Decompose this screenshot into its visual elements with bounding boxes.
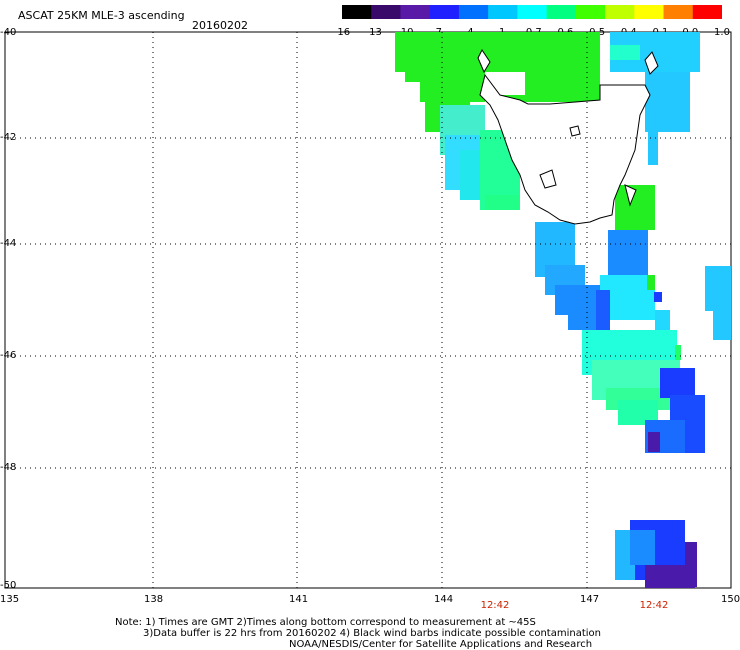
lat-label: -46 — [0, 350, 17, 361]
product-title: ASCAT 25KM MLE-3 ascending — [18, 9, 185, 22]
colorbar-swatch — [488, 5, 518, 19]
note-line-1: Note: 1) Times are GMT 2)Times along bot… — [115, 617, 536, 628]
graticule — [5, 32, 731, 588]
lon-label: 150 — [721, 594, 740, 605]
colorbar-swatch — [663, 5, 694, 19]
colorbar-swatch — [634, 5, 665, 19]
coastline — [477, 49, 659, 225]
colorbar-swatch — [458, 5, 489, 19]
lon-label: 135 — [0, 594, 20, 605]
lon-label: 141 — [289, 594, 309, 605]
lon-label: 147 — [580, 594, 600, 605]
product-date: 20160202 — [192, 19, 248, 32]
colorbar-swatch — [605, 5, 635, 19]
note-line-2: 3)Data buffer is 22 hrs from 20160202 4)… — [143, 628, 601, 639]
colorbar-swatch — [517, 5, 548, 19]
colorbar-swatch — [692, 5, 722, 19]
colorbar-swatch — [429, 5, 460, 19]
note-line-3: NOAA/NESDIS/Center for Satellite Applica… — [289, 639, 593, 650]
pass-time: 12:42 — [639, 600, 669, 611]
pass-time: 12:42 — [480, 600, 510, 611]
lat-label: -40 — [0, 27, 17, 38]
lat-label: -42 — [0, 132, 17, 143]
colorbar-swatch — [371, 5, 401, 19]
colorbar-swatch — [546, 5, 577, 19]
lat-label: -50 — [0, 580, 17, 591]
colorbar-swatch — [575, 5, 606, 19]
lat-label: -48 — [0, 462, 17, 473]
colorbar — [342, 5, 722, 19]
lon-label: 138 — [144, 594, 164, 605]
lat-label: -44 — [0, 238, 17, 249]
colorbar-swatch — [342, 5, 372, 19]
colorbar-swatch — [400, 5, 431, 19]
lon-label: 144 — [434, 594, 454, 605]
